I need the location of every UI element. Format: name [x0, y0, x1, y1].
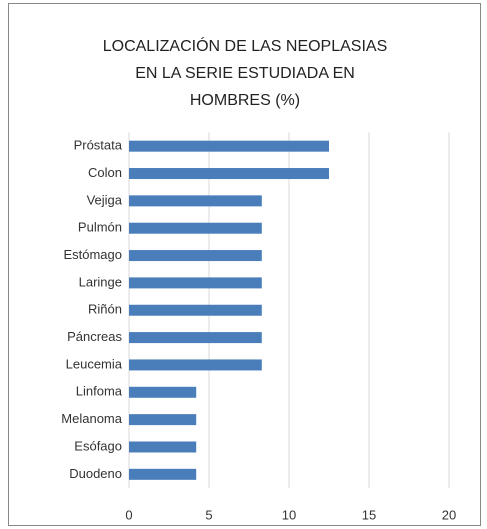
bar [129, 195, 262, 207]
y-tick-label: Próstata [74, 138, 123, 153]
y-tick-label: Riñón [88, 302, 122, 317]
x-tick-label: 10 [282, 507, 296, 522]
y-tick-label: Duodeno [69, 466, 122, 481]
y-tick-label: Páncreas [67, 329, 122, 344]
y-tick-label: Colon [88, 165, 122, 180]
bar [129, 359, 262, 371]
bar [129, 140, 329, 152]
bar [129, 332, 262, 344]
x-tick-label: 5 [205, 507, 212, 522]
y-tick-label: Vejiga [87, 192, 123, 207]
bar [129, 277, 262, 289]
bar [129, 468, 197, 480]
bar [129, 222, 262, 234]
chart-border [8, 3, 481, 526]
y-tick-label: Laringe [79, 274, 122, 289]
y-tick-label: Leucemia [66, 356, 123, 371]
bar [129, 304, 262, 316]
bar [129, 386, 197, 398]
y-tick-label: Melanoma [61, 411, 122, 426]
y-tick-label: Estómago [63, 247, 122, 262]
y-tick-label: Pulmón [78, 220, 122, 235]
chart-title: EN LA SERIE ESTUDIADA EN [135, 65, 355, 82]
bar [129, 441, 197, 453]
bar [129, 250, 262, 262]
bar [129, 168, 329, 180]
x-tick-label: 0 [125, 507, 132, 522]
x-tick-label: 15 [362, 507, 376, 522]
y-tick-label: Linfoma [76, 384, 123, 399]
chart-title: HOMBRES (%) [190, 92, 300, 109]
y-tick-label: Esófago [74, 438, 122, 453]
chart-title: LOCALIZACIÓN DE LAS NEOPLASIAS [103, 36, 388, 55]
bar [129, 414, 197, 426]
x-tick-label: 20 [442, 507, 456, 522]
